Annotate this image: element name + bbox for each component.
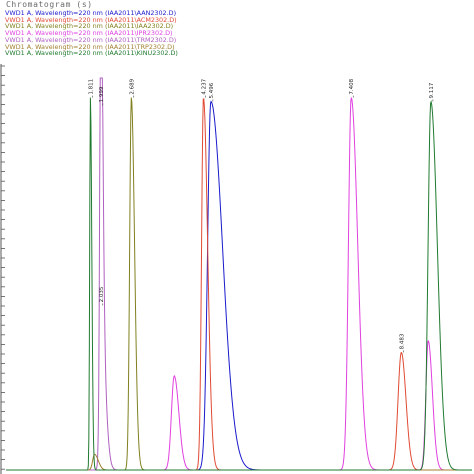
series-line	[6, 453, 472, 471]
legend-entry: VWD1 A, Wavelength=220 nm (IAA2011\ACM23…	[5, 15, 177, 24]
peak-label: 4.237	[201, 78, 207, 94]
series-line	[6, 77, 472, 471]
series-line	[6, 97, 472, 471]
peak-label: 7.408	[349, 78, 355, 94]
series-line	[6, 98, 472, 471]
legend-entry: VWD1 A, Wavelength=220 nm (IAA2011\KINU2…	[5, 49, 178, 58]
peak-label: 5.496	[209, 82, 215, 98]
series-line	[6, 97, 472, 471]
peak-label: 2.689	[129, 78, 135, 94]
peak-label: 1.999	[99, 86, 105, 102]
peak-label: 1.811	[88, 79, 94, 95]
peak-label: 8.483	[399, 333, 405, 349]
legend-entry: VWD1 A, Wavelength=220 nm (IAA2011\IAA23…	[5, 22, 174, 31]
chart-title: Chromatogram (s)	[6, 0, 93, 9]
series-line	[6, 100, 472, 471]
series-line	[6, 97, 472, 471]
legend-entry: VWD1 A, Wavelength=220 nm (IAA2011\IPR23…	[5, 29, 173, 38]
peak-label: 2.035	[99, 286, 105, 302]
legend-entry: VWD1 A, Wavelength=220 nm (IAA2011\TRM23…	[5, 35, 177, 44]
legend-entry: VWD1 A, Wavelength=220 nm (IAA2011\TRP23…	[5, 42, 175, 51]
chart-legend: VWD1 A, Wavelength=220 nm (IAA2011\AAN23…	[5, 10, 178, 57]
legend-entry: VWD1 A, Wavelength=220 nm (IAA2011\AAN23…	[5, 9, 177, 17]
peak-label: 9.117	[429, 82, 435, 98]
